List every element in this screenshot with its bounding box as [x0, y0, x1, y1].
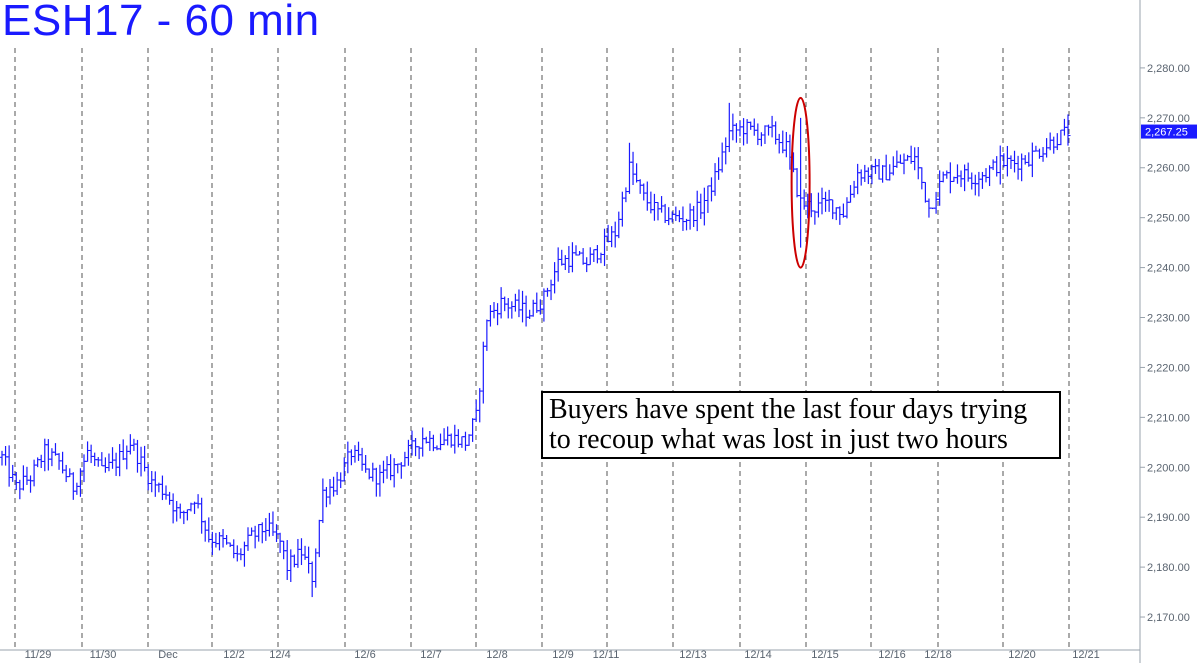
- y-tick-label: 2,170.00: [1147, 612, 1190, 624]
- grid-lines: [14, 48, 1070, 648]
- annotation-line-1: Buyers have spent the last four days try…: [549, 394, 1028, 425]
- x-tick-label: Dec: [158, 649, 178, 661]
- x-tick-label: 12/7: [420, 649, 441, 661]
- y-axis: 2,170.00 2,180.00 2,190.00 2,200.00 2,210.00…: [1139, 0, 1197, 663]
- y-tick-label: 2,240.00: [1147, 263, 1190, 275]
- y-tick-label: 2,180.00: [1147, 562, 1190, 574]
- highlight-ellipse: [790, 96, 811, 269]
- x-tick-label: 12/11: [593, 649, 620, 661]
- x-tick-label: 12/18: [924, 649, 952, 661]
- y-tick-label: 2,230.00: [1147, 313, 1190, 325]
- x-tick-label: 12/14: [744, 649, 772, 661]
- x-tick-label: 12/9: [552, 649, 573, 661]
- chart-title: ESH17 - 60 min: [2, 0, 320, 45]
- x-tick-label: 12/2: [223, 649, 244, 661]
- y-tick-label: 2,220.00: [1147, 362, 1190, 374]
- last-price-label: 2,267.25: [1145, 127, 1188, 139]
- y-tick-label: 2,280.00: [1147, 63, 1190, 75]
- y-tick-label: 2,250.00: [1147, 213, 1190, 225]
- annotation-box: Buyers have spent the last four days try…: [541, 391, 1061, 459]
- x-tick-label: 12/6: [354, 649, 375, 661]
- x-tick-label: 12/20: [1008, 649, 1036, 661]
- x-tick-label: 12/16: [878, 649, 906, 661]
- y-tick-label: 2,200.00: [1147, 462, 1190, 474]
- price-bars: [0, 102, 1071, 598]
- annotation-line-2: to recoup what was lost in just two hour…: [549, 424, 1008, 455]
- y-tick-label: 2,260.00: [1147, 163, 1190, 175]
- x-tick-label: 12/4: [269, 649, 290, 661]
- y-tick-label: 2,190.00: [1147, 512, 1190, 524]
- x-tick-label: 12/21: [1072, 649, 1100, 661]
- x-tick-label: 11/29: [25, 649, 52, 661]
- x-tick-label: 12/8: [486, 649, 507, 661]
- x-tick-label: 12/13: [679, 649, 707, 661]
- x-axis: 11/29 11/30 Dec 12/2 12/4 12/6 12/7 12/8 12/9 12/…: [0, 649, 1140, 661]
- last-price-tag: [1141, 124, 1197, 139]
- x-tick-label: 12/15: [811, 649, 839, 661]
- y-tick-label: 2,270.00: [1147, 113, 1190, 125]
- x-tick-label: 11/30: [90, 649, 117, 661]
- highlight-ellipse-group: [790, 96, 811, 269]
- y-tick-label: 2,210.00: [1147, 412, 1190, 424]
